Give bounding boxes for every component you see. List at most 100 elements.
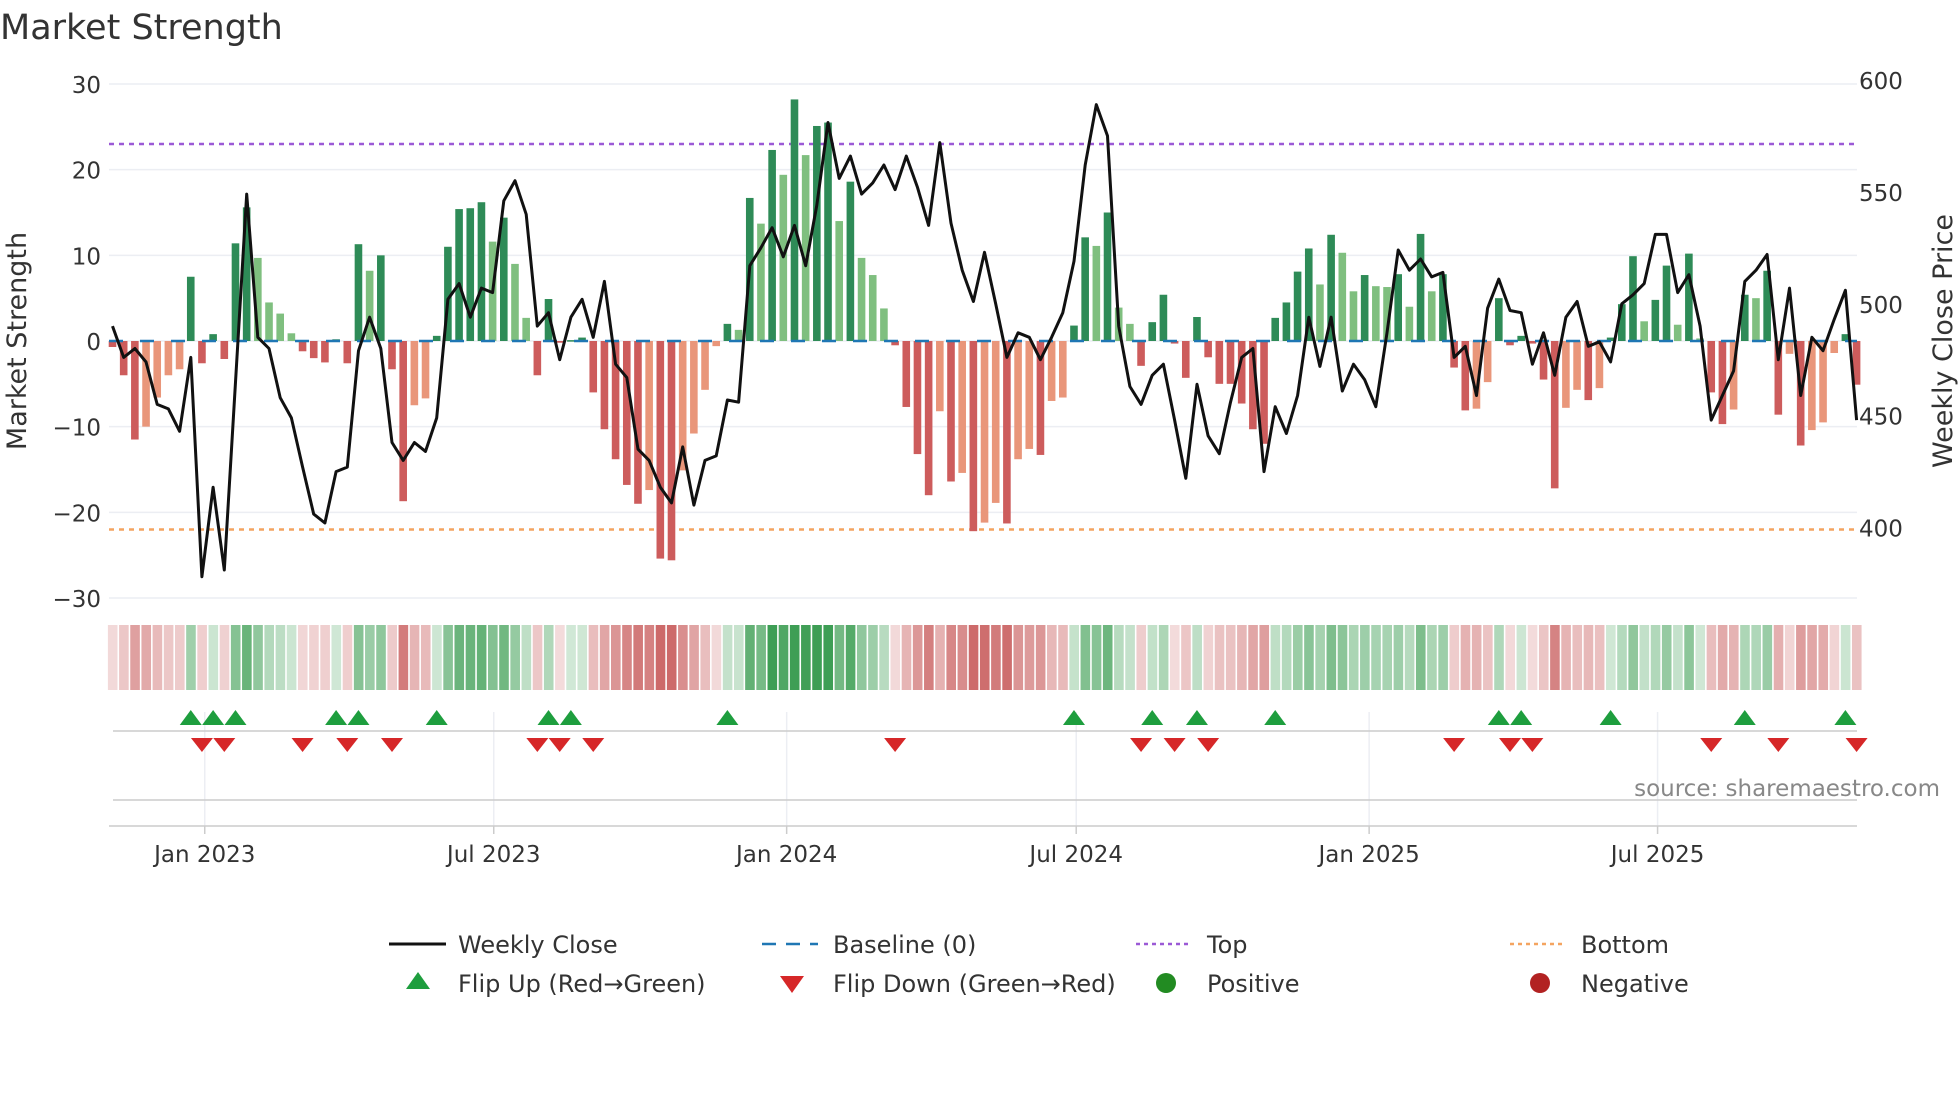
strength-bar <box>1595 341 1604 389</box>
strength-bar <box>1673 324 1682 341</box>
strength-band-cell <box>1091 625 1102 690</box>
strength-band-cell <box>845 625 856 690</box>
strength-band-cell <box>1158 625 1169 690</box>
strength-bar <box>1159 294 1168 341</box>
legend-item-bottom[interactable]: Bottom <box>1510 931 1669 959</box>
strength-bar <box>555 341 564 343</box>
strength-bar <box>723 323 732 341</box>
strength-bar <box>902 341 911 407</box>
strength-bar <box>500 217 508 341</box>
flip-up-marker <box>1834 710 1857 725</box>
strength-band-cell <box>599 625 610 690</box>
strength-band-cell <box>1136 625 1147 690</box>
strength-band-cell <box>1762 625 1773 690</box>
y-tick-label: −20 <box>52 501 101 527</box>
strength-band-cell <box>1594 625 1605 690</box>
strength-bar <box>1170 341 1179 344</box>
strength-bar <box>1215 341 1224 384</box>
strength-bar <box>645 341 653 491</box>
flip-down-marker <box>582 738 605 752</box>
strength-bar <box>1718 341 1727 425</box>
flip-up-marker <box>559 710 582 725</box>
strength-bar <box>1249 341 1257 430</box>
y2-tick-label: 450 <box>1859 405 1903 431</box>
strength-bar <box>1618 304 1626 341</box>
strength-band-cell <box>398 625 409 690</box>
strength-band-cell <box>1281 625 1292 690</box>
strength-band-cell <box>130 625 140 690</box>
strength-band-cell <box>633 625 643 690</box>
strength-band-cell <box>297 625 308 690</box>
strength-band-cell <box>454 625 465 690</box>
legend-item-baseline[interactable]: Baseline (0) <box>762 931 976 959</box>
legend-item-positive[interactable]: Positive <box>1156 970 1300 998</box>
strength-band-cell <box>1404 625 1415 690</box>
strength-band-cell <box>242 625 252 690</box>
strength-bar <box>857 257 866 341</box>
strength-bar <box>410 341 419 406</box>
strength-bar <box>131 341 139 440</box>
strength-band-cell <box>924 625 934 690</box>
y2-tick-label: 400 <box>1859 517 1903 543</box>
strength-bar <box>1539 341 1548 380</box>
strength-bar <box>1461 341 1470 411</box>
legend-item-negative[interactable]: Negative <box>1530 970 1689 998</box>
strength-bar <box>1181 341 1190 378</box>
flip-down-marker <box>1197 738 1220 752</box>
strength-band-cell <box>1840 625 1851 690</box>
strength-bar <box>421 341 430 399</box>
x-tick-label: Jan 2023 <box>152 842 255 868</box>
strength-bar <box>690 341 698 434</box>
strength-bar <box>589 341 598 393</box>
strength-bar <box>265 302 273 341</box>
strength-bar <box>622 341 631 485</box>
legend: Weekly Close Baseline (0) Top Bottom Fli… <box>389 931 1689 998</box>
strength-band-cell <box>1751 625 1761 690</box>
strength-band-cell <box>745 625 755 690</box>
strength-bar <box>1606 337 1615 341</box>
y2-tick-label: 550 <box>1859 181 1903 207</box>
strength-bar <box>164 341 173 376</box>
strength-bar <box>980 341 989 523</box>
flip-up-marker <box>1141 710 1164 725</box>
strength-band-cell <box>521 625 532 690</box>
y-tick-label: −10 <box>52 416 101 442</box>
strength-band-cell <box>555 625 565 690</box>
strength-band-cell <box>208 625 219 690</box>
flip-up-marker <box>1599 710 1622 725</box>
strength-band-cell <box>476 625 487 690</box>
strength-band-cell <box>331 625 342 690</box>
x-tick-label: Jul 2024 <box>1027 842 1123 868</box>
strength-band-cell <box>1248 625 1258 690</box>
strength-bar <box>231 243 240 341</box>
legend-item-flip-up[interactable]: Flip Up (Red→Green) <box>406 970 706 998</box>
strength-bar <box>611 341 620 460</box>
strength-band-cell <box>823 625 834 690</box>
strength-band-cell <box>733 625 744 690</box>
legend-item-flip-down[interactable]: Flip Down (Green→Red) <box>780 970 1116 998</box>
strength-bar <box>1629 256 1637 341</box>
strength-bar <box>1014 341 1022 460</box>
legend-item-weekly-close[interactable]: Weekly Close <box>389 931 618 959</box>
strength-bar <box>1740 294 1749 341</box>
strength-bar <box>365 270 374 341</box>
strength-bar <box>567 340 575 342</box>
strength-band-cell <box>767 625 778 690</box>
strength-bar <box>1036 341 1045 455</box>
flip-up-marker <box>325 710 348 725</box>
strength-band-cell <box>901 625 912 690</box>
strength-band-cell <box>812 625 822 690</box>
strength-bar <box>1506 341 1514 346</box>
strength-bar <box>1360 275 1369 341</box>
strength-band-cell <box>1147 625 1158 690</box>
strength-bar <box>399 341 407 502</box>
legend-item-top[interactable]: Top <box>1136 931 1248 959</box>
flip-up-marker <box>1733 710 1756 725</box>
strength-bars <box>108 99 1861 561</box>
strength-band-cell <box>711 625 722 690</box>
flip-up-marker <box>224 710 247 725</box>
strength-band-cell <box>1315 625 1325 690</box>
strength-bar <box>1092 245 1101 341</box>
strength-bar <box>1349 291 1358 341</box>
flip-up-marker <box>716 710 739 725</box>
